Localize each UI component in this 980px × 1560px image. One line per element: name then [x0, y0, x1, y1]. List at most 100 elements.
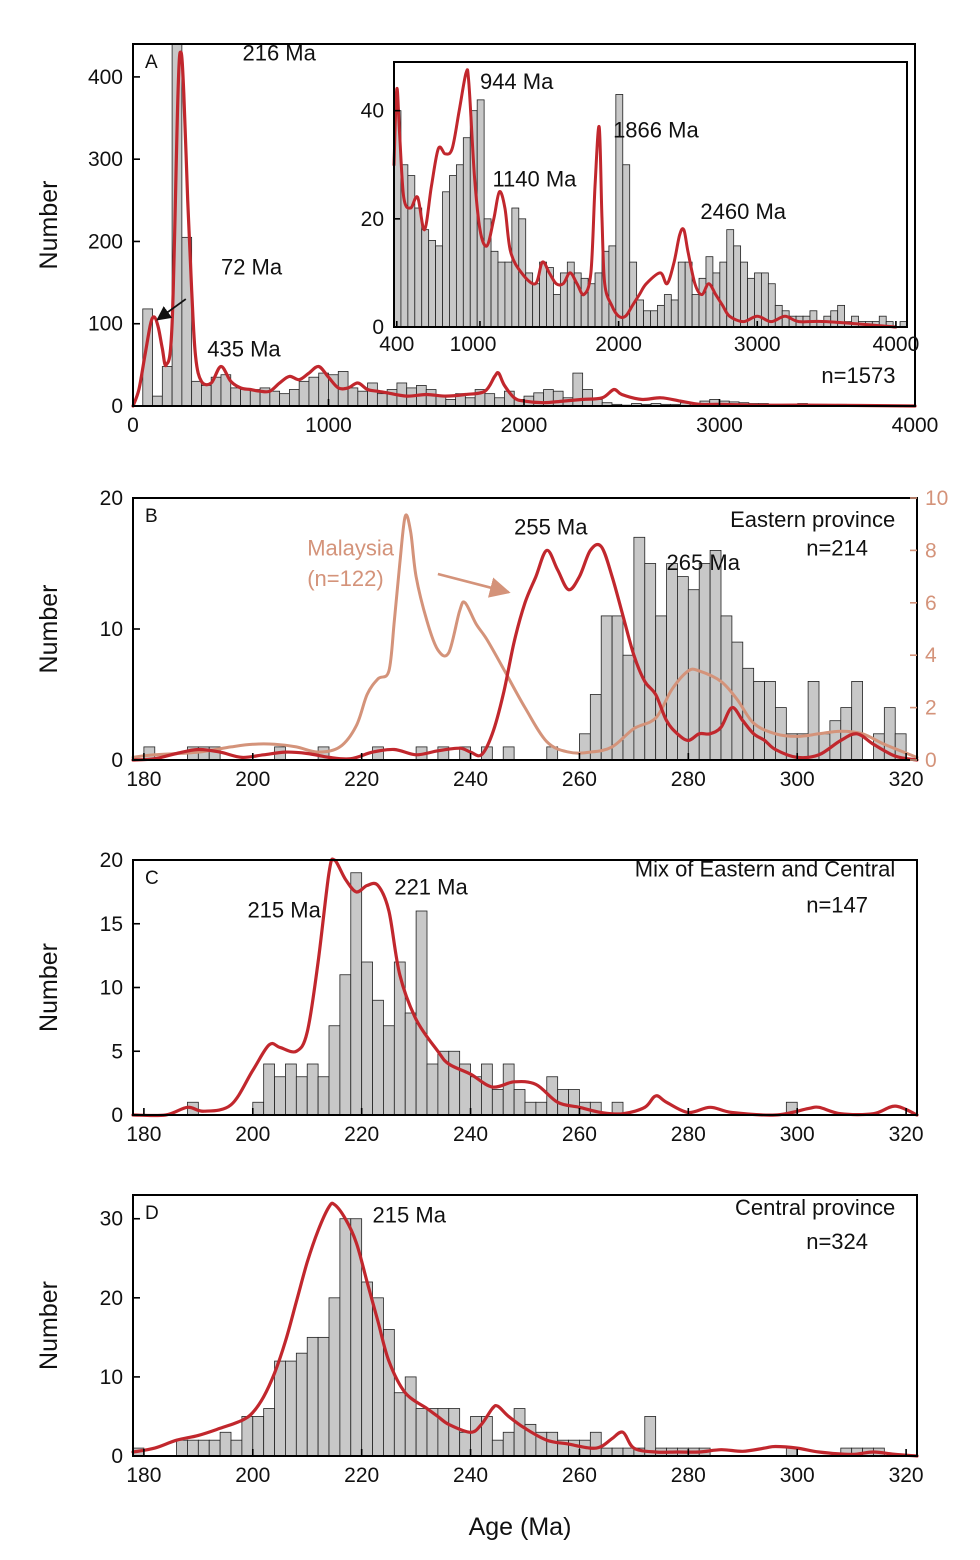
- panel-d-letter: D: [145, 1203, 159, 1224]
- panel-a-arrow: [156, 298, 187, 321]
- panel-c-x-tick-label: 320: [889, 1123, 924, 1146]
- panel-c-bar: [481, 1063, 493, 1116]
- inset-bar: [636, 299, 644, 328]
- panel-a-x-tick-label: 1000: [305, 414, 352, 437]
- panel-c-bar: [317, 1076, 330, 1116]
- panel-b-x-tick-label: 300: [780, 768, 815, 791]
- inset-bar: [622, 164, 631, 328]
- inset-bar: [455, 164, 464, 328]
- panel-a-y-tick-label: 300: [88, 148, 123, 171]
- panel-a-bar: [318, 372, 329, 407]
- panel-b: 180 200 220 240 260 280 300 320010200246810Numb…: [35, 487, 948, 791]
- inset-annotation: 1866 Ma: [613, 118, 699, 143]
- inset-x-tick-label: 2000: [595, 333, 642, 356]
- inset-bar: [670, 299, 679, 328]
- panel-c-bar: [568, 1089, 580, 1116]
- panel-b-annotation: Malaysia: [307, 536, 395, 561]
- panel-c-bar: [252, 1101, 265, 1116]
- panel-b-y2-tick-label: 8: [925, 539, 937, 562]
- panel-c-y-axis-title: Number: [35, 943, 63, 1032]
- inset-bar: [830, 310, 839, 328]
- panel-b-annotation: (n=122): [307, 566, 383, 591]
- panel-d-y-tick-label: 10: [100, 1366, 123, 1389]
- panel-d-bar: [187, 1439, 199, 1457]
- inset-bar: [740, 261, 748, 328]
- panel-b-x-tick-label: 240: [453, 768, 488, 791]
- inset-bar: [587, 283, 596, 328]
- panel-d-bar: [252, 1416, 265, 1457]
- panel-a-annotation: 435 Ma: [207, 337, 281, 362]
- panel-a-x-tick-label: 3000: [696, 414, 743, 437]
- panel-a-bar: [464, 397, 476, 407]
- inset-bar: [504, 261, 513, 328]
- inset-x-tick-label: 1000: [450, 333, 497, 356]
- panel-a-bar: [201, 385, 212, 407]
- panel-c-annotation: 221 Ma: [394, 874, 468, 899]
- panel-c-x-tick-label: 220: [344, 1123, 379, 1146]
- panel-a-bar: [240, 389, 251, 407]
- panel-d-bar: [285, 1360, 297, 1457]
- panel-d-bar: [197, 1439, 210, 1457]
- panel-b-y2-tick-label: 10: [925, 487, 948, 510]
- inset-bar: [462, 137, 471, 328]
- panel-b-y-tick-label: 10: [100, 618, 123, 641]
- panel-a-y-axis-title: Number: [35, 181, 63, 270]
- panel-a-annotation: 216 Ma: [242, 40, 316, 65]
- panel-c-kde-curve: [131, 857, 919, 1118]
- panel-b-y-tick-label: 0: [111, 749, 123, 772]
- panel-b-bar: [677, 576, 689, 761]
- panel-d-annotation: Central province: [735, 1195, 895, 1220]
- panel-c-bar: [415, 910, 428, 1116]
- panel-c-bar: [426, 1063, 439, 1116]
- panel-a-bar: [161, 366, 173, 407]
- panel-a-y-tick-label: 0: [111, 395, 123, 418]
- panel-d-bar: [502, 1431, 515, 1457]
- panel-b-bar: [807, 681, 820, 761]
- inset-y-tick-label: 20: [361, 208, 384, 231]
- panel-d-annotation: n=324: [806, 1229, 868, 1254]
- panel-b-bar: [502, 746, 515, 761]
- panel-d-bar: [230, 1439, 243, 1457]
- panel-d-bar: [589, 1431, 602, 1457]
- panel-d-x-tick-label: 220: [344, 1464, 379, 1487]
- panel-d-y-axis-title: Number: [35, 1281, 63, 1370]
- panel-b-bar: [600, 615, 613, 761]
- panel-d-bar: [263, 1408, 275, 1457]
- inset-bar: [594, 272, 603, 328]
- panel-d-bar: [622, 1447, 635, 1457]
- panel-b-annotation: 265 Ma: [667, 550, 741, 575]
- inset-bar: [532, 283, 540, 328]
- inset-bar: [663, 294, 672, 328]
- panel-b-arrow: [437, 572, 511, 598]
- panel-b-bar: [655, 615, 667, 761]
- panel-c-bar: [524, 1101, 537, 1116]
- panel-d-y-tick-label: 30: [100, 1208, 123, 1231]
- inset-bar: [657, 304, 665, 328]
- panel-b-bar: [851, 681, 863, 761]
- panel-d-bar: [208, 1439, 221, 1457]
- panel-c-bar: [448, 1050, 461, 1116]
- inset-x-tick-label: 400: [379, 333, 414, 356]
- panel-a-bar: [376, 393, 388, 407]
- panel-b-x-tick-label: 320: [889, 768, 924, 791]
- panel-a-bar: [552, 390, 564, 407]
- panel-b-y2-tick-label: 4: [925, 644, 937, 667]
- panel-b-x-tick-label: 260: [562, 768, 597, 791]
- panel-d-bar: [404, 1376, 417, 1457]
- panel-c-x-tick-label: 180: [126, 1123, 161, 1146]
- panel-c-bar: [285, 1063, 297, 1116]
- panel-a-x-tick-label: 2000: [501, 414, 548, 437]
- inset-bar: [428, 240, 436, 328]
- panel-b-y-tick-label: 20: [100, 487, 123, 510]
- panel-c-bar: [295, 1076, 308, 1116]
- panel-c: 180 200 220 240 260 280 300 320 0 5 10 15 20 Number C 2…: [35, 849, 924, 1146]
- panel-d-bar: [415, 1408, 428, 1457]
- panel-b-kde-curve: [131, 542, 919, 762]
- panel-d-x-tick-label: 200: [235, 1464, 270, 1487]
- panel-b-bar: [579, 733, 591, 761]
- panel-a-bar: [367, 382, 378, 407]
- panel-c-bar: [328, 1025, 341, 1116]
- panel-c-x-tick-label: 280: [671, 1123, 706, 1146]
